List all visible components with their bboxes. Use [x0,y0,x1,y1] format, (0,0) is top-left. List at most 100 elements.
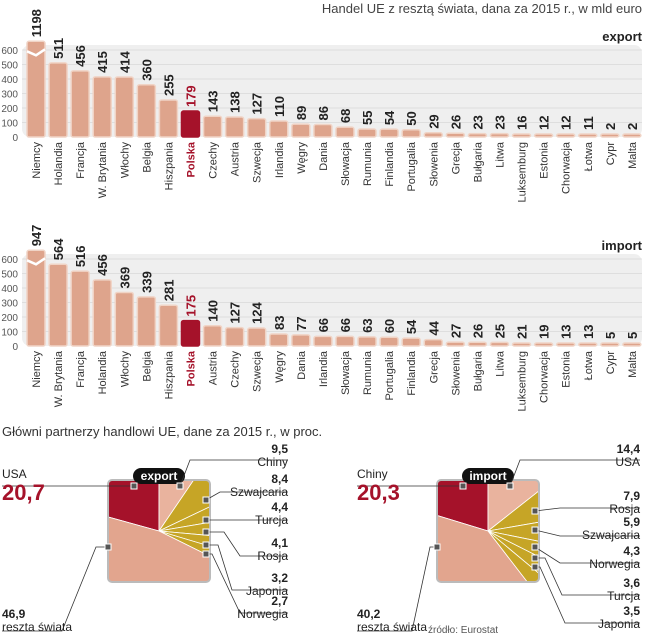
leader-line [206,544,288,591]
partner-label: Norwegia [589,557,640,571]
category-label: Węgry [274,351,286,383]
data-label: 255 [161,74,176,96]
data-label: 175 [183,295,198,317]
data-label: 54 [382,110,397,125]
category-label: Cypr [605,142,617,166]
pie-slice-Chiny [158,480,205,533]
bar-Niemcy [26,249,46,347]
category-label: Niemcy [31,142,43,179]
bar-Dania [291,334,311,347]
pie-title: import [469,469,506,483]
category-label: Francja [75,141,87,179]
category-label: Szwecja [252,141,264,183]
bar-Francja [70,70,90,138]
data-label: 44 [426,320,441,335]
data-label: 89 [294,106,309,120]
data-label: 127 [228,302,243,324]
share-value: 46,9 [2,607,26,621]
data-label: 13 [559,325,574,339]
slice-marker [202,528,210,536]
pies-title: Główni partnerzy handlowi UE, dane za 20… [2,424,323,439]
share-value: 3,6 [623,576,640,590]
bar-Niemcy [26,40,46,138]
category-label: Czechy [230,351,242,388]
pie-title-badge [133,468,185,484]
data-label: 124 [250,302,265,324]
category-label: W. Brytania [97,141,109,198]
category-label: Luksemburg [517,351,529,412]
bar-Włochy [114,76,135,138]
y-tick-label: 400 [1,75,18,86]
category-label: Słowacja [340,350,352,395]
category-label: Belgia [141,350,153,381]
y-tick-label: 0 [12,342,18,353]
data-label: 369 [117,267,132,289]
partner-label: Chiny [357,467,388,481]
partner-label: Szwajcaria [582,528,640,542]
bar-Portugalia [401,129,421,138]
data-label: 83 [272,315,287,329]
data-label: 13 [581,325,596,339]
category-label: Łotwa [583,141,595,171]
data-label: 2 [625,123,640,130]
bar-Bułgaria [467,341,488,347]
data-label: 60 [382,319,397,333]
share-value: 4,4 [271,500,288,514]
data-label: 564 [51,238,66,260]
category-label: W. Brytania [53,350,65,407]
slice-marker [506,482,514,490]
series-title: export [602,29,642,44]
share-value: 20,7 [2,480,45,505]
data-label: 140 [206,300,221,322]
bar-Chorwacja [533,342,554,347]
category-label: Rumunia [362,350,374,395]
data-label: 25 [492,324,507,338]
data-label: 23 [470,115,485,129]
data-label: 281 [161,280,176,302]
category-label: Bułgaria [472,350,484,391]
data-label: 11 [581,116,596,130]
category-label: Włochy [119,351,131,388]
data-label: 27 [448,324,463,338]
pie-slice-reszta świata [108,509,210,582]
category-label: Francja [75,350,87,388]
pie-slice-Norwegia [158,530,210,568]
bar-Hiszpania [158,99,179,138]
pie-slice-Chiny [437,480,489,532]
pie-slice-Turcja [158,496,210,532]
bar-Holandia [48,62,68,138]
category-label: Włochy [119,142,131,179]
category-label: Austria [208,350,220,385]
bar-Malta [622,342,642,347]
partner-label: reszta świata [357,620,427,634]
pie-slice-Rosja [487,480,539,532]
bar-Łotwa [578,133,598,138]
bar-Węgry [291,123,311,138]
data-label: 77 [294,316,309,330]
data-label: 66 [316,318,331,332]
data-label: 68 [338,109,353,123]
bar-Cypr [600,342,620,347]
category-label: Słowenia [428,141,440,187]
data-label: 26 [448,115,463,129]
category-label: Hiszpania [163,350,175,399]
bar-Irlandia [269,120,289,138]
share-value: 4,1 [271,536,288,550]
pie-slice-Rosja [158,517,210,539]
bar-Bułgaria [467,132,488,138]
data-label: 50 [404,111,419,125]
slice-marker [202,496,210,504]
slice-marker [130,482,138,490]
category-label: Polska [185,350,197,386]
slice-marker [176,482,184,490]
data-label: 415 [95,51,110,73]
slice-marker [531,526,539,534]
data-label: 23 [492,115,507,129]
category-label: Malta [627,350,639,378]
partner-label: Turcja [255,513,288,527]
series-title: import [602,238,643,253]
bar-Estonia [555,342,576,347]
y-tick-label: 500 [1,61,18,72]
slice-marker [104,543,112,551]
data-label: 511 [51,38,66,59]
